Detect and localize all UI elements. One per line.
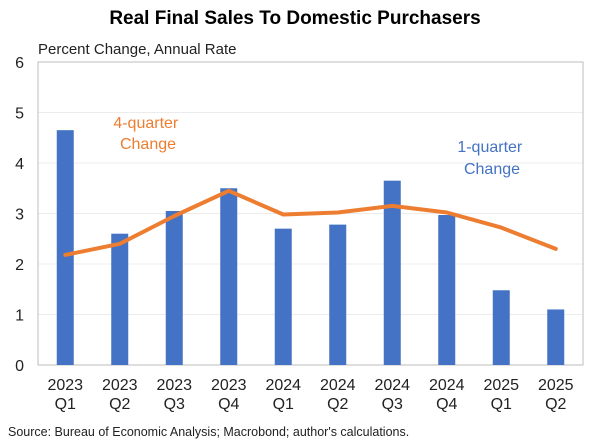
annotation-4-quarter-line2: Change: [120, 136, 176, 153]
bar: [383, 180, 401, 365]
x-tick-label: 2024: [320, 377, 356, 394]
x-tick-label: 2023: [156, 377, 192, 394]
annotation-4-quarter-line1: 4-quarter: [113, 115, 179, 132]
line-path: [63, 188, 558, 257]
x-tick-label: 2024: [429, 377, 465, 394]
x-tick-label: 2024: [265, 377, 301, 394]
y-axis-label: Percent Change, Annual Rate: [38, 41, 236, 58]
x-tick-label: Q2: [109, 396, 130, 413]
annotation-1-quarter-line2: Change: [464, 161, 520, 178]
x-tick-label: Q2: [327, 396, 348, 413]
annotation-1-quarter-line1: 1-quarter: [457, 139, 523, 156]
bar: [165, 210, 183, 365]
line-point: [228, 190, 230, 192]
bar: [547, 309, 565, 365]
line-point: [282, 214, 284, 216]
x-tick-label: 2024: [374, 377, 410, 394]
y-tick-label: 1: [15, 308, 24, 325]
y-axis-ticks: 0 1 2 3 4 5 6: [15, 55, 24, 375]
x-tick-label: 2023: [211, 377, 247, 394]
x-tick-label: 2023: [102, 377, 138, 394]
x-tick-label: Q1: [55, 396, 76, 413]
x-tick-label: Q1: [273, 396, 294, 413]
line-series: [63, 188, 558, 257]
line-point: [337, 211, 339, 213]
annotation-1-quarter: 1-quarter Change: [457, 139, 526, 178]
source-note: Source: Bureau of Economic Analysis; Mac…: [8, 425, 409, 439]
bar: [111, 233, 129, 365]
line-point: [64, 254, 66, 256]
x-tick-label: Q3: [164, 396, 185, 413]
y-tick-label: 6: [15, 55, 24, 72]
y-tick-label: 4: [15, 156, 24, 173]
x-tick-label: Q1: [491, 396, 512, 413]
annotation-4-quarter: 4-quarter Change: [113, 115, 182, 153]
line-point: [500, 227, 502, 229]
x-tick-label: Q4: [218, 396, 239, 413]
line-point: [119, 243, 121, 245]
y-tick-label: 5: [15, 106, 24, 123]
y-tick-label: 2: [15, 257, 24, 274]
line-point: [391, 205, 393, 207]
x-tick-label: Q4: [436, 396, 457, 413]
bar: [329, 224, 347, 365]
x-tick-label: 2023: [47, 377, 83, 394]
chart-title: Real Final Sales To Domestic Purchasers: [109, 8, 480, 29]
x-axis-ticks: 2023 Q1 2023 Q2 2023 Q3 2023 Q4 2024 Q1 2024 Q2 2024…: [47, 377, 573, 413]
line-point: [555, 248, 557, 250]
x-tick-label: 2025: [538, 377, 574, 394]
bar: [492, 290, 510, 365]
x-tick-label: Q2: [545, 396, 566, 413]
bar: [56, 130, 74, 365]
bar: [274, 228, 292, 365]
x-tick-label: Q3: [382, 396, 403, 413]
plot-frame: [37, 61, 584, 366]
line-point: [446, 211, 448, 213]
y-tick-label: 0: [15, 358, 24, 375]
y-tick-label: 3: [15, 207, 24, 224]
bar: [220, 188, 238, 365]
bar: [438, 215, 456, 365]
line-point: [173, 215, 175, 217]
bar-series: [56, 130, 565, 365]
x-tick-label: 2025: [483, 377, 519, 394]
